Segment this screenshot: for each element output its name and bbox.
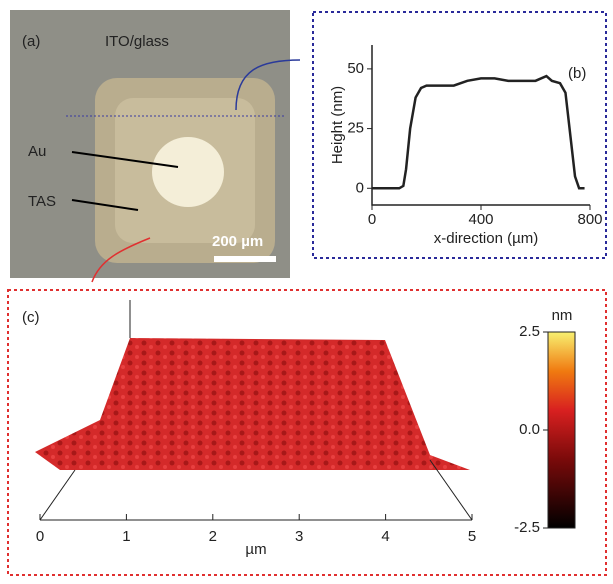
x-tick-label: 2: [209, 528, 217, 545]
x-tick-label: 4: [381, 528, 389, 545]
colorbar: [547, 331, 576, 529]
profile-line: [372, 74, 585, 190]
x-tick-label: 800: [577, 211, 602, 228]
axis-line: [429, 459, 473, 521]
colorbar-tick-label: 0.0: [519, 421, 540, 438]
y-axis-label: Height (nm): [329, 86, 346, 164]
scale-label: 200 µm: [212, 233, 263, 250]
panel-b-frame: [312, 11, 607, 259]
link-arrow: [235, 59, 301, 111]
axis-line: [39, 469, 76, 521]
panel-c-frame: [7, 289, 607, 576]
x-tick-label: 0: [36, 528, 44, 545]
x-tick-label: 5: [468, 528, 476, 545]
panel-label: (a): [22, 33, 40, 50]
x-axis-label: x-direction (µm): [434, 230, 539, 247]
panel-label: (b): [568, 65, 586, 82]
x-tick-label: 3: [295, 528, 303, 545]
arrow: [71, 151, 179, 168]
panel-label: (c): [22, 309, 40, 326]
annotation: TAS: [28, 193, 56, 210]
au-pad: [152, 137, 224, 207]
colorbar-tick-label: 2.5: [519, 323, 540, 340]
y-tick-label: 25: [347, 120, 364, 137]
scale-bar: [214, 256, 276, 262]
annotation: Au: [28, 143, 46, 160]
y-tick-label: 0: [356, 179, 364, 196]
x-axis-label: µm: [245, 541, 266, 558]
panel-a: (a) ITO/glass Au TAS 200 µm: [10, 10, 290, 278]
x-tick-label: 0: [368, 211, 376, 228]
surface: [35, 338, 470, 470]
link-arrow: [91, 237, 151, 283]
sample-label: ITO/glass: [105, 33, 169, 50]
x-tick-label: 1: [122, 528, 130, 545]
y-tick-label: 50: [347, 60, 364, 77]
x-tick-label: 400: [468, 211, 493, 228]
colorbar-unit: nm: [552, 307, 573, 324]
colorbar-tick-label: -2.5: [514, 519, 540, 536]
arrow: [71, 199, 139, 211]
